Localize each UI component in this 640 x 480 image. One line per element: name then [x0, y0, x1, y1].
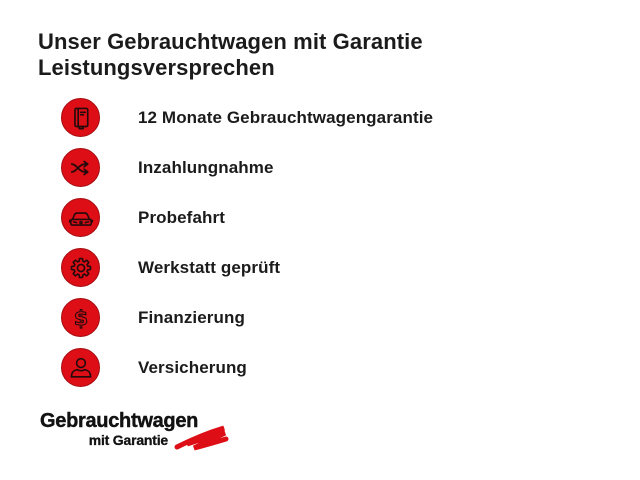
benefit-label: Finanzierung — [138, 307, 245, 327]
benefit-label: Werkstatt geprüft — [138, 257, 281, 277]
list-item: Inzahlungnahme — [61, 148, 433, 187]
benefit-label: Probefahrt — [138, 207, 225, 227]
logo-wordmark: Gebrauchtwagen — [40, 410, 199, 432]
gebrauchtwagen-mit-garantie-logo: Gebrauchtwagen mit Garantie — [40, 410, 229, 451]
dollar-icon: $ — [61, 298, 100, 337]
list-item: 12 Monate Gebrauchtwagengarantie — [61, 98, 433, 137]
page-title-line2: Leistungsversprechen — [38, 55, 275, 80]
car-icon — [61, 198, 100, 237]
list-item: Versicherung — [61, 348, 433, 387]
list-item: Probefahrt — [61, 198, 433, 237]
logo-subline: mit Garantie — [88, 432, 169, 448]
warranty-booklet-icon — [61, 98, 100, 137]
benefit-label: 12 Monate Gebrauchtwagengarantie — [138, 107, 434, 127]
benefits-list: 12 Monate Gebrauchtwagengarantie Inzahlu… — [61, 98, 433, 398]
red-swoosh-icon — [174, 425, 229, 451]
gear-icon — [61, 248, 100, 287]
benefit-label: Inzahlungnahme — [138, 157, 274, 177]
person-icon — [61, 348, 100, 387]
trade-in-shuffle-icon — [61, 148, 100, 187]
list-item: $ Finanzierung — [61, 298, 433, 337]
page-title-line1: Unser Gebrauchtwagen mit Garantie — [38, 29, 423, 54]
benefit-label: Versicherung — [138, 357, 247, 377]
svg-text:$: $ — [73, 306, 87, 330]
page-title: Unser Gebrauchtwagen mit Garantie Leistu… — [38, 29, 518, 81]
list-item: Werkstatt geprüft — [61, 248, 433, 287]
